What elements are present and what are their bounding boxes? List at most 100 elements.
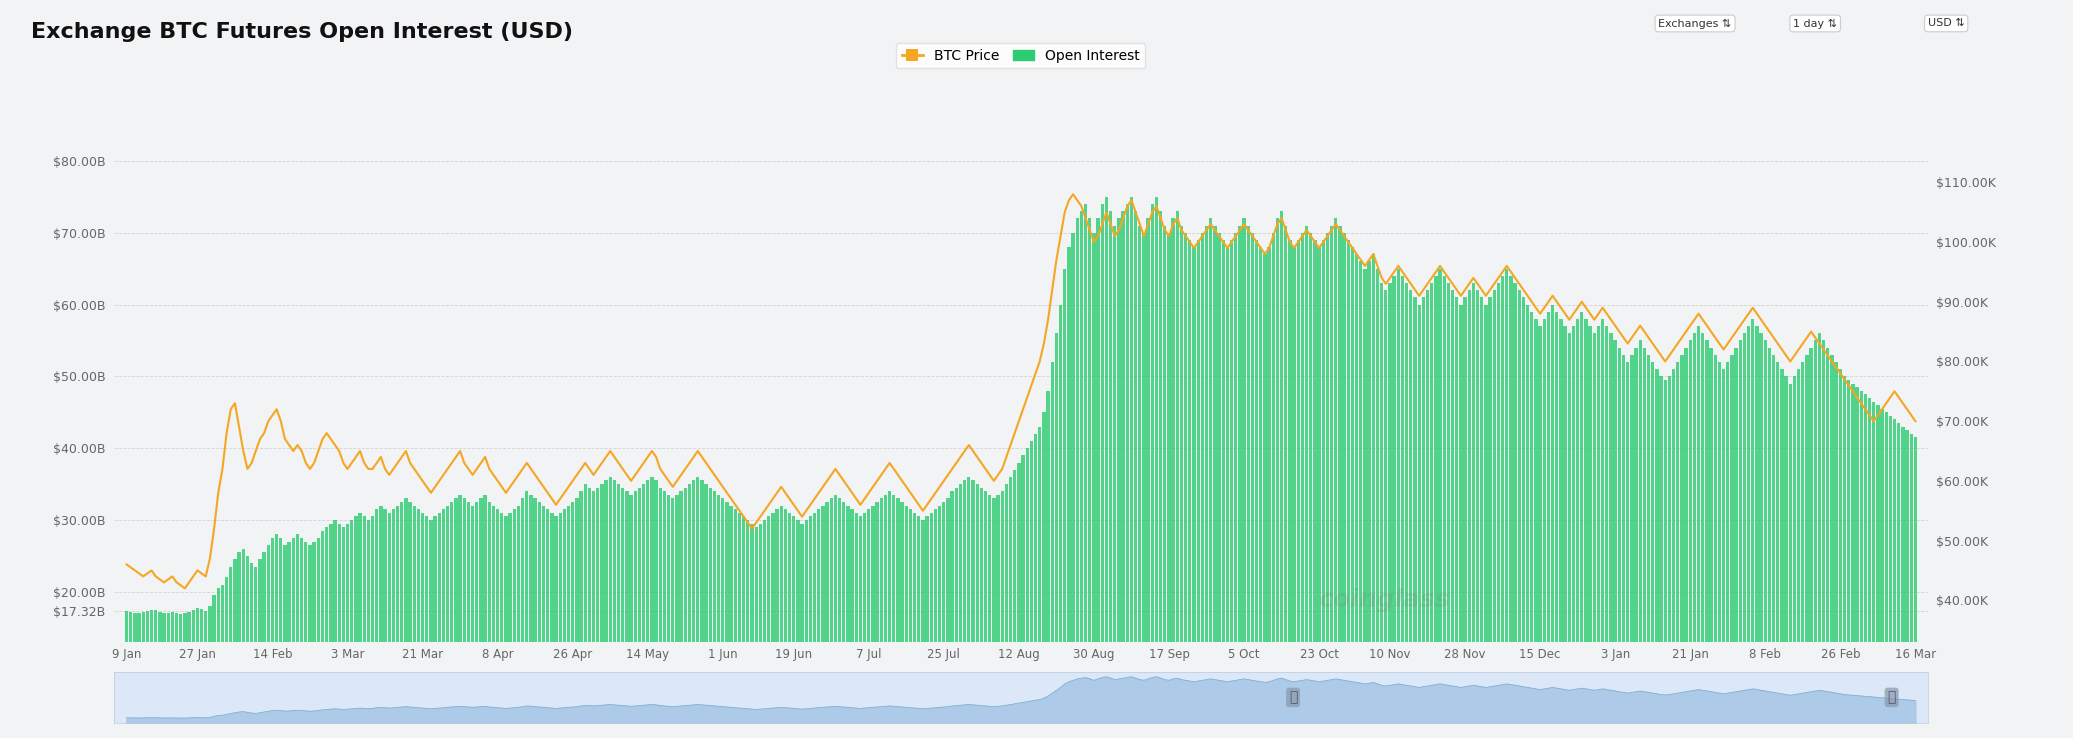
Bar [609, 477, 612, 735]
Bar [529, 495, 533, 735]
Bar [1522, 297, 1526, 735]
Bar [1372, 255, 1374, 735]
Bar [211, 596, 216, 735]
Bar [1455, 297, 1459, 735]
Bar [929, 513, 933, 735]
Bar [837, 498, 842, 735]
Bar [956, 488, 958, 735]
Bar [553, 517, 558, 735]
Bar [1517, 290, 1522, 735]
Bar [1121, 211, 1126, 735]
Bar [1088, 218, 1090, 735]
Bar [305, 542, 307, 735]
Bar [1546, 311, 1551, 735]
Bar [276, 534, 278, 735]
Bar [1621, 355, 1625, 735]
Bar [717, 495, 719, 735]
Bar [1026, 448, 1028, 735]
Bar [763, 520, 767, 735]
Bar [1159, 211, 1163, 735]
Bar [1634, 348, 1638, 735]
Bar [1397, 269, 1399, 735]
Bar [1588, 326, 1592, 735]
Text: ⏸: ⏸ [1886, 691, 1897, 704]
Bar [263, 552, 265, 735]
Bar [1352, 247, 1354, 735]
Bar [1356, 255, 1358, 735]
Bar [1646, 355, 1650, 735]
Bar [622, 488, 624, 735]
Bar [174, 613, 178, 735]
Bar [1439, 269, 1441, 735]
Bar [1505, 269, 1509, 735]
Bar [1909, 434, 1913, 735]
Bar [251, 563, 253, 735]
Bar [1743, 334, 1745, 735]
Bar [220, 584, 224, 735]
Bar [1221, 240, 1225, 735]
Bar [1559, 319, 1563, 735]
Bar [400, 502, 404, 735]
Bar [325, 527, 328, 735]
Bar [1719, 362, 1721, 735]
Bar [1323, 240, 1325, 735]
Bar [1117, 218, 1121, 735]
Bar [1629, 355, 1634, 735]
Bar [1901, 427, 1905, 735]
Bar [734, 509, 738, 735]
Bar [1196, 240, 1200, 735]
Bar [313, 542, 315, 735]
Bar [562, 509, 566, 735]
Bar [1072, 232, 1074, 735]
Bar [792, 517, 796, 735]
Bar [1613, 340, 1617, 735]
Text: USD ⇅: USD ⇅ [1928, 18, 1965, 29]
Bar [1318, 247, 1321, 735]
Bar [1200, 232, 1204, 735]
Bar [1308, 232, 1312, 735]
Bar [1109, 211, 1113, 735]
Bar [659, 488, 661, 735]
Bar [1488, 297, 1493, 735]
Bar [158, 612, 162, 735]
Bar [1360, 261, 1362, 735]
Bar [1839, 369, 1843, 735]
Bar [1650, 362, 1654, 735]
Bar [1084, 204, 1086, 735]
Bar [1818, 334, 1822, 735]
Bar [605, 480, 607, 735]
Bar [1667, 376, 1671, 735]
Bar [1476, 290, 1480, 735]
Bar [1163, 226, 1167, 735]
Bar [280, 538, 282, 735]
Bar [1217, 232, 1221, 735]
Bar [1913, 438, 1918, 735]
Bar [1468, 290, 1472, 735]
Bar [1051, 362, 1053, 735]
Bar [375, 509, 379, 735]
Bar [450, 502, 454, 735]
Bar [1304, 226, 1308, 735]
Bar [916, 517, 920, 735]
Bar [1180, 226, 1184, 735]
Bar [1155, 197, 1159, 735]
Bar [1414, 297, 1416, 735]
Bar [1014, 469, 1016, 735]
Bar [1426, 290, 1428, 735]
Bar [388, 513, 392, 735]
Bar [1772, 355, 1774, 735]
Legend: BTC Price, Open Interest: BTC Price, Open Interest [896, 44, 1146, 69]
Bar [170, 612, 174, 735]
Bar [321, 531, 323, 735]
Bar [1068, 247, 1070, 735]
Bar [1571, 326, 1575, 735]
Bar [421, 513, 425, 735]
Bar [1389, 283, 1391, 735]
Bar [1584, 319, 1588, 735]
Bar [601, 484, 603, 735]
Bar [904, 506, 908, 735]
Bar [243, 549, 245, 735]
Bar [1580, 311, 1584, 735]
Bar [1654, 369, 1658, 735]
Bar [1368, 261, 1370, 735]
